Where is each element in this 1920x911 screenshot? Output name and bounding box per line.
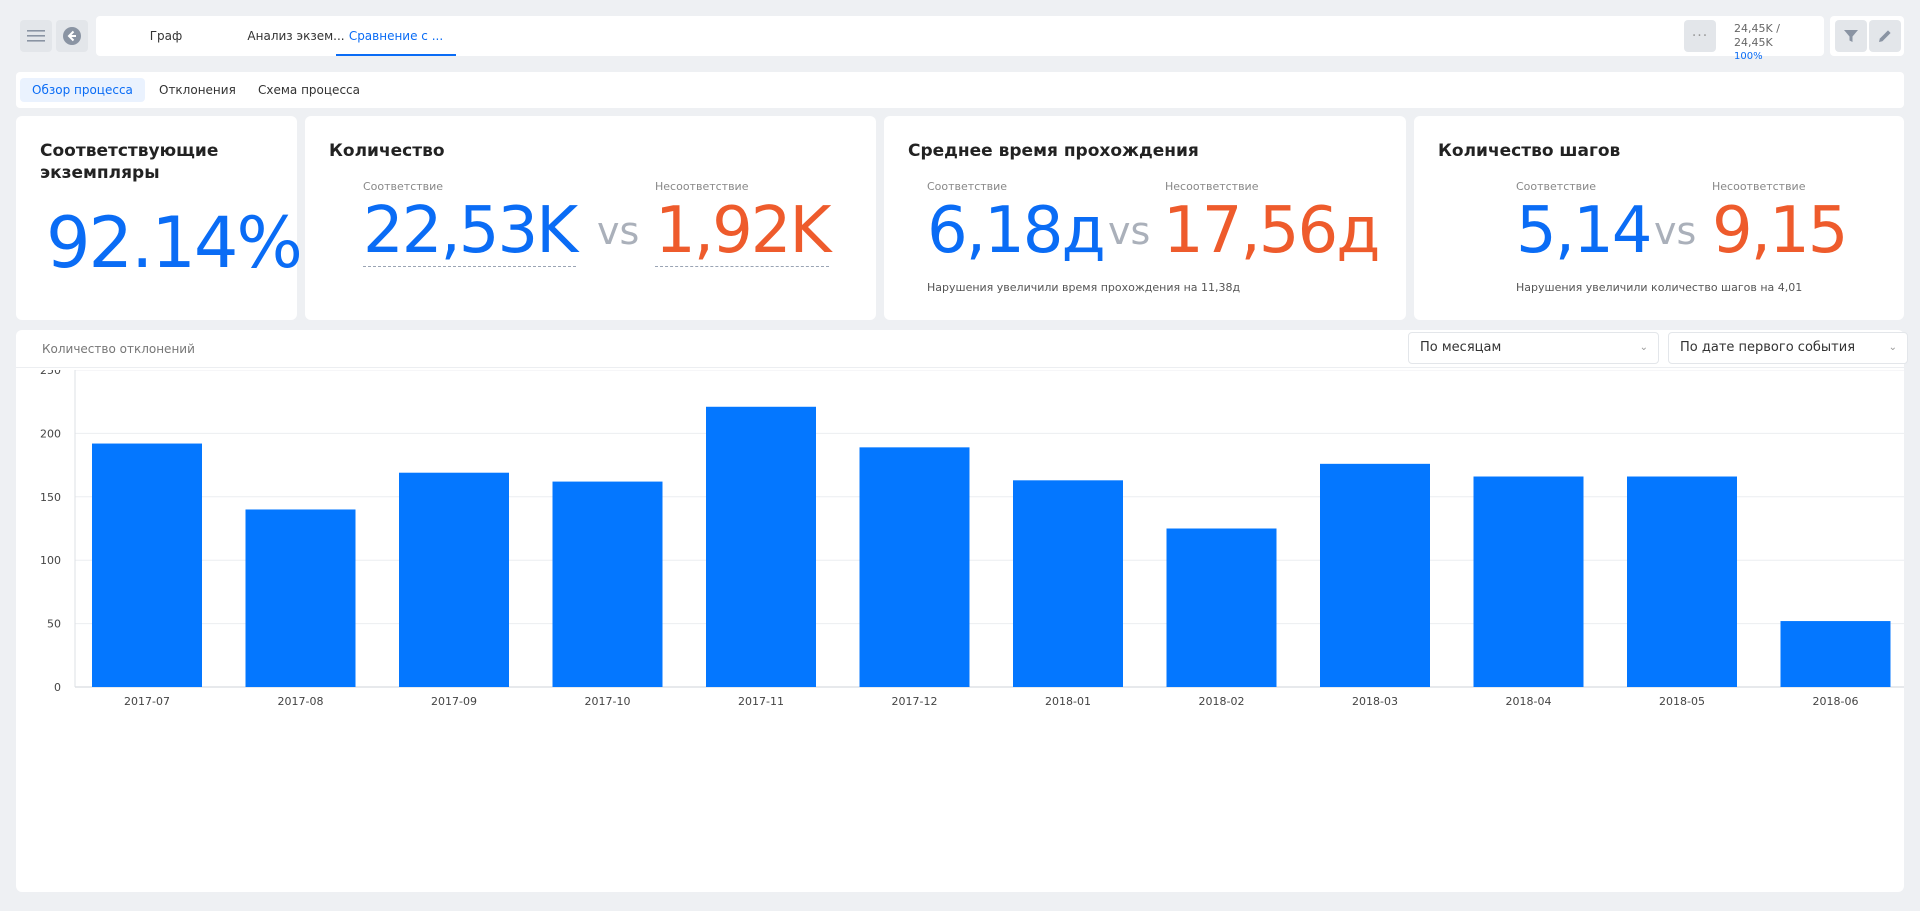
date-basis-dropdown-value: По дате первого события	[1680, 340, 1856, 355]
bar-2017-11[interactable]	[706, 406, 816, 687]
view-tabs: Граф Анализ экзем... Сравнение с ...	[96, 16, 1736, 56]
bar-2017-07[interactable]	[92, 443, 202, 687]
chart-name: Количество отклонений	[42, 342, 195, 356]
bar-2018-06[interactable]	[1780, 621, 1891, 687]
pencil-icon	[1879, 30, 1891, 42]
y-tick-label: 150	[40, 491, 61, 504]
kpi-title-line1: Соответствующие	[40, 141, 219, 161]
nonconformant-count[interactable]: 1,92K	[655, 194, 831, 268]
more-options-button[interactable]: ···	[1684, 20, 1716, 52]
avg-time-note: Нарушения увеличили время прохождения на…	[927, 281, 1241, 294]
bar-2018-02[interactable]	[1166, 528, 1277, 688]
bar-2017-08[interactable]	[245, 509, 356, 687]
instance-counter: 24,45K / 24,45K 100%	[1726, 16, 1824, 62]
subtab-deviations[interactable]: Отклонения	[159, 83, 236, 97]
x-tick-label: 2018-05	[1659, 695, 1705, 708]
x-tick-label: 2017-12	[892, 695, 938, 708]
y-tick-label: 250	[40, 370, 61, 377]
conformant-label: Соответствие	[1516, 180, 1597, 193]
vs-label: vs	[597, 209, 640, 253]
grouping-dropdown-value: По месяцам	[1420, 340, 1502, 355]
conformant-avg-time: 6,18д	[927, 194, 1106, 268]
nonconformant-label: Несоответствие	[1165, 180, 1259, 193]
y-tick-label: 0	[54, 681, 61, 694]
chevron-down-icon: ⌄	[1639, 342, 1648, 353]
vs-label: vs	[1108, 209, 1151, 253]
conformant-label: Соответствие	[363, 180, 444, 193]
steps-note: Нарушения увеличили количество шагов на …	[1516, 281, 1803, 294]
nonconformant-avg-time: 17,56д	[1163, 194, 1380, 268]
instance-percent: 100%	[1734, 51, 1763, 62]
bar-2018-04[interactable]	[1473, 476, 1584, 687]
filter-button[interactable]	[1835, 20, 1867, 52]
back-arrow-icon	[63, 27, 81, 45]
conformant-steps: 5,14	[1516, 194, 1652, 268]
instance-count: 24,45K / 24,45K	[1734, 22, 1780, 49]
kpi-card-avg-time: Среднее время прохождения Соответствие 6…	[884, 116, 1406, 320]
sub-tabs: Обзор процесса Отклонения Схема процесса	[16, 72, 1904, 108]
deviation-chart-panel: Количество отклонений По месяцам ⌄ По да…	[16, 330, 1908, 892]
kpi-title: Количество	[329, 141, 445, 161]
tab-comparison[interactable]: Сравнение с ...	[336, 16, 456, 56]
vs-label: vs	[1654, 209, 1697, 253]
chevron-down-icon: ⌄	[1888, 342, 1897, 353]
filter-icon	[1844, 30, 1858, 42]
subtab-process-schema[interactable]: Схема процесса	[258, 83, 360, 97]
bar-2017-09[interactable]	[399, 472, 509, 687]
x-tick-label: 2017-07	[124, 695, 170, 708]
y-tick-label: 100	[40, 554, 61, 567]
y-tick-label: 50	[47, 618, 61, 631]
tools-group	[1830, 16, 1904, 56]
top-bar: Граф Анализ экзем... Сравнение с ... ···…	[16, 16, 1904, 62]
subtab-process-overview[interactable]: Обзор процесса	[20, 78, 145, 102]
kpi-card-conformant: Соответствующие экземпляры 92.14%	[16, 116, 303, 320]
x-tick-label: 2018-02	[1199, 695, 1245, 708]
x-tick-label: 2018-04	[1506, 695, 1552, 708]
bar-2018-01[interactable]	[1013, 480, 1123, 687]
kpi-card-count: Количество Соответствие 22,53K vs Несоот…	[305, 116, 876, 320]
deviation-bar-chart: 0 50 100 150 200 250 2017-07 2017-08 2017-09 2017…	[40, 370, 1904, 708]
tab-graph[interactable]: Граф	[149, 29, 183, 43]
hamburger-icon	[27, 30, 45, 42]
edit-button[interactable]	[1869, 20, 1901, 52]
grouping-dropdown[interactable]: По месяцам ⌄	[1408, 332, 1659, 364]
x-tick-label: 2017-10	[585, 695, 631, 708]
kpi-title-line2: экземпляры	[40, 163, 160, 183]
kpi-title: Соответствующие экземпляры	[40, 140, 218, 184]
date-basis-dropdown[interactable]: По дате первого события ⌄	[1668, 332, 1908, 364]
menu-button[interactable]	[20, 20, 52, 52]
x-tick-label: 2018-06	[1813, 695, 1859, 708]
x-tick-label: 2018-01	[1045, 695, 1091, 708]
x-tick-label: 2017-11	[738, 695, 784, 708]
x-tick-label: 2017-09	[431, 695, 477, 708]
nonconformant-label: Несоответствие	[655, 180, 749, 193]
bar-2017-12[interactable]	[859, 447, 970, 687]
tab-instance-analysis[interactable]: Анализ экзем...	[247, 29, 345, 43]
bar-2018-03[interactable]	[1320, 463, 1430, 687]
kpi-title: Количество шагов	[1438, 141, 1621, 161]
kpi-card-steps: Количество шагов Соответствие 5,14 vs Не…	[1414, 116, 1904, 320]
back-button[interactable]	[56, 20, 88, 52]
x-tick-label: 2017-08	[278, 695, 324, 708]
conformant-label: Соответствие	[927, 180, 1008, 193]
x-tick-label: 2018-03	[1352, 695, 1398, 708]
nonconformant-steps: 9,15	[1712, 194, 1848, 268]
kpi-title: Среднее время прохождения	[908, 141, 1199, 161]
conformant-count[interactable]: 22,53K	[363, 194, 578, 268]
chart-header: Количество отклонений По месяцам ⌄ По да…	[16, 330, 1908, 368]
y-tick-label: 200	[40, 427, 61, 440]
bar-2018-05[interactable]	[1627, 476, 1737, 687]
nonconformant-label: Несоответствие	[1712, 180, 1806, 193]
conformant-percent: 92.14%	[46, 202, 303, 284]
bar-2017-10[interactable]	[552, 481, 663, 687]
